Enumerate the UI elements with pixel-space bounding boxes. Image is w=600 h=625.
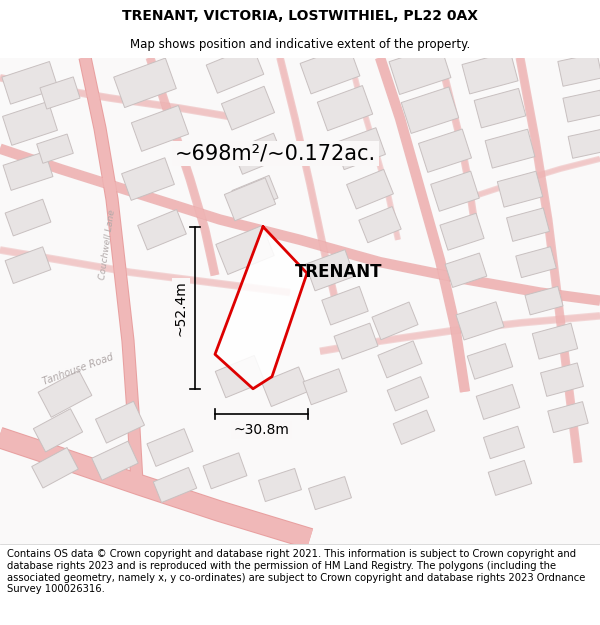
Polygon shape <box>359 206 401 242</box>
Polygon shape <box>467 344 513 379</box>
Polygon shape <box>233 133 283 174</box>
Polygon shape <box>5 199 51 236</box>
Text: ~30.8m: ~30.8m <box>233 423 289 438</box>
Polygon shape <box>216 226 274 274</box>
Polygon shape <box>431 171 479 211</box>
Text: Couchwell Lane: Couchwell Lane <box>98 209 116 281</box>
Text: Contains OS data © Crown copyright and database right 2021. This information is : Contains OS data © Crown copyright and d… <box>7 549 586 594</box>
Polygon shape <box>2 101 58 145</box>
Polygon shape <box>393 410 435 444</box>
Polygon shape <box>308 476 352 509</box>
Polygon shape <box>232 176 278 213</box>
Polygon shape <box>203 452 247 489</box>
Polygon shape <box>137 209 187 250</box>
Polygon shape <box>568 129 600 158</box>
Polygon shape <box>3 151 53 191</box>
Polygon shape <box>347 169 394 209</box>
Polygon shape <box>303 369 347 405</box>
Polygon shape <box>525 286 563 315</box>
Polygon shape <box>462 51 518 94</box>
Polygon shape <box>40 77 80 109</box>
Polygon shape <box>334 323 378 359</box>
Polygon shape <box>476 384 520 419</box>
Polygon shape <box>506 208 550 241</box>
Polygon shape <box>401 87 459 133</box>
Polygon shape <box>300 46 360 94</box>
Polygon shape <box>92 441 138 480</box>
Polygon shape <box>95 401 145 443</box>
Polygon shape <box>541 363 583 396</box>
Polygon shape <box>259 469 301 501</box>
Polygon shape <box>563 90 600 122</box>
Text: Tanhouse Road: Tanhouse Road <box>41 352 115 387</box>
Polygon shape <box>38 371 92 418</box>
Polygon shape <box>131 106 188 151</box>
Polygon shape <box>215 227 307 389</box>
Polygon shape <box>440 213 484 250</box>
Polygon shape <box>262 367 308 406</box>
Polygon shape <box>474 88 526 128</box>
Polygon shape <box>122 158 175 201</box>
Text: TRENANT: TRENANT <box>295 263 383 281</box>
Polygon shape <box>224 178 275 221</box>
Polygon shape <box>37 134 73 163</box>
Polygon shape <box>497 171 542 207</box>
Polygon shape <box>147 429 193 466</box>
Polygon shape <box>113 58 176 108</box>
Polygon shape <box>378 341 422 378</box>
Polygon shape <box>488 461 532 496</box>
Polygon shape <box>335 127 385 169</box>
Polygon shape <box>387 377 429 411</box>
Polygon shape <box>485 129 535 168</box>
Polygon shape <box>206 46 264 93</box>
Polygon shape <box>34 409 83 452</box>
Polygon shape <box>558 53 600 86</box>
Polygon shape <box>484 426 524 459</box>
Polygon shape <box>215 356 265 398</box>
Polygon shape <box>221 86 275 130</box>
Polygon shape <box>153 468 197 502</box>
Text: ~698m²/~0.172ac.: ~698m²/~0.172ac. <box>175 144 376 164</box>
Polygon shape <box>32 448 78 488</box>
Polygon shape <box>445 253 487 288</box>
Polygon shape <box>389 45 451 94</box>
Polygon shape <box>548 402 588 432</box>
Text: ~52.4m: ~52.4m <box>174 280 188 336</box>
Polygon shape <box>317 86 373 131</box>
Polygon shape <box>456 302 504 340</box>
Polygon shape <box>2 61 58 104</box>
Text: TRENANT, VICTORIA, LOSTWITHIEL, PL22 0AX: TRENANT, VICTORIA, LOSTWITHIEL, PL22 0AX <box>122 9 478 23</box>
Polygon shape <box>516 247 556 278</box>
Text: Map shows position and indicative extent of the property.: Map shows position and indicative extent… <box>130 38 470 51</box>
Polygon shape <box>418 129 472 173</box>
Polygon shape <box>322 286 368 325</box>
Polygon shape <box>5 247 51 284</box>
Polygon shape <box>372 302 418 340</box>
Polygon shape <box>305 249 355 291</box>
Polygon shape <box>532 323 578 359</box>
